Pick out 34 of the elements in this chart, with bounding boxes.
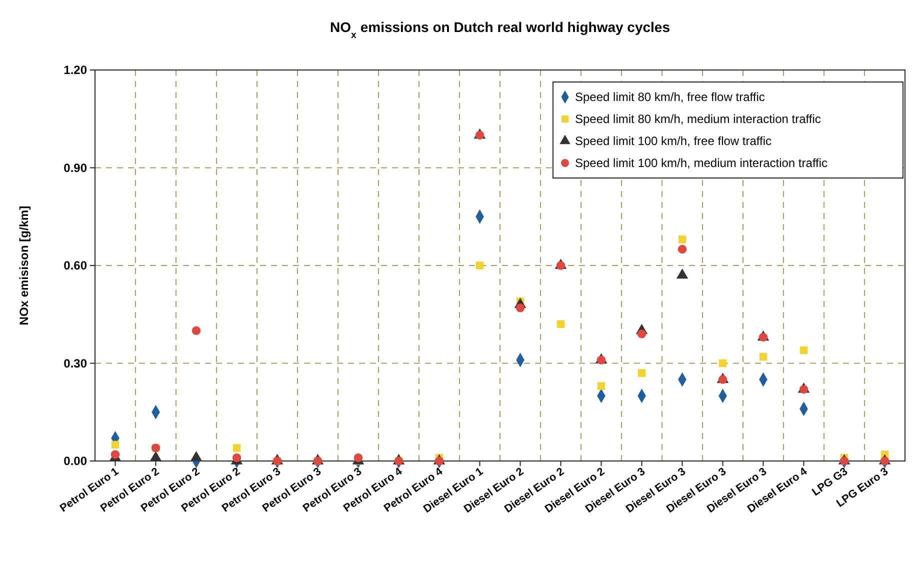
point	[637, 330, 646, 338]
legend-label: Speed limit 80 km/h, medium interaction traffic	[575, 112, 821, 126]
point	[800, 346, 808, 354]
point	[111, 440, 120, 449]
y-tick-label: 0.60	[64, 258, 88, 273]
point	[840, 456, 849, 466]
point	[718, 375, 728, 384]
point	[758, 332, 768, 342]
y-tick-label: 0.30	[64, 356, 88, 370]
y-axis-title: NOx emisison [g/km]	[17, 206, 31, 326]
point	[718, 359, 727, 368]
y-tick-label: 1.20	[64, 63, 88, 78]
point	[596, 356, 606, 364]
point	[678, 236, 686, 244]
point	[556, 320, 565, 328]
point	[476, 262, 484, 270]
legend-label: Speed limit 100 km/h, free flow traffic	[575, 134, 772, 148]
point	[434, 456, 444, 466]
point	[597, 382, 606, 390]
point	[192, 326, 201, 336]
point	[516, 303, 525, 312]
y-tick-label: 0.00	[64, 454, 88, 468]
point	[475, 130, 484, 140]
y-tick-label: 0.90	[64, 160, 88, 175]
point	[880, 456, 890, 466]
point	[678, 244, 687, 254]
legend-label: Speed limit 80 km/h, free flow traffic	[575, 90, 765, 104]
point	[110, 450, 120, 459]
point	[638, 369, 646, 377]
point	[232, 444, 241, 452]
chart-title: NO$_{x}$ emissions on Dutch real world highway cycles	[330, 19, 670, 40]
legend-label: Speed limit 100 km/h, medium interaction traffic	[575, 156, 828, 170]
point	[556, 261, 566, 270]
point	[759, 352, 768, 361]
